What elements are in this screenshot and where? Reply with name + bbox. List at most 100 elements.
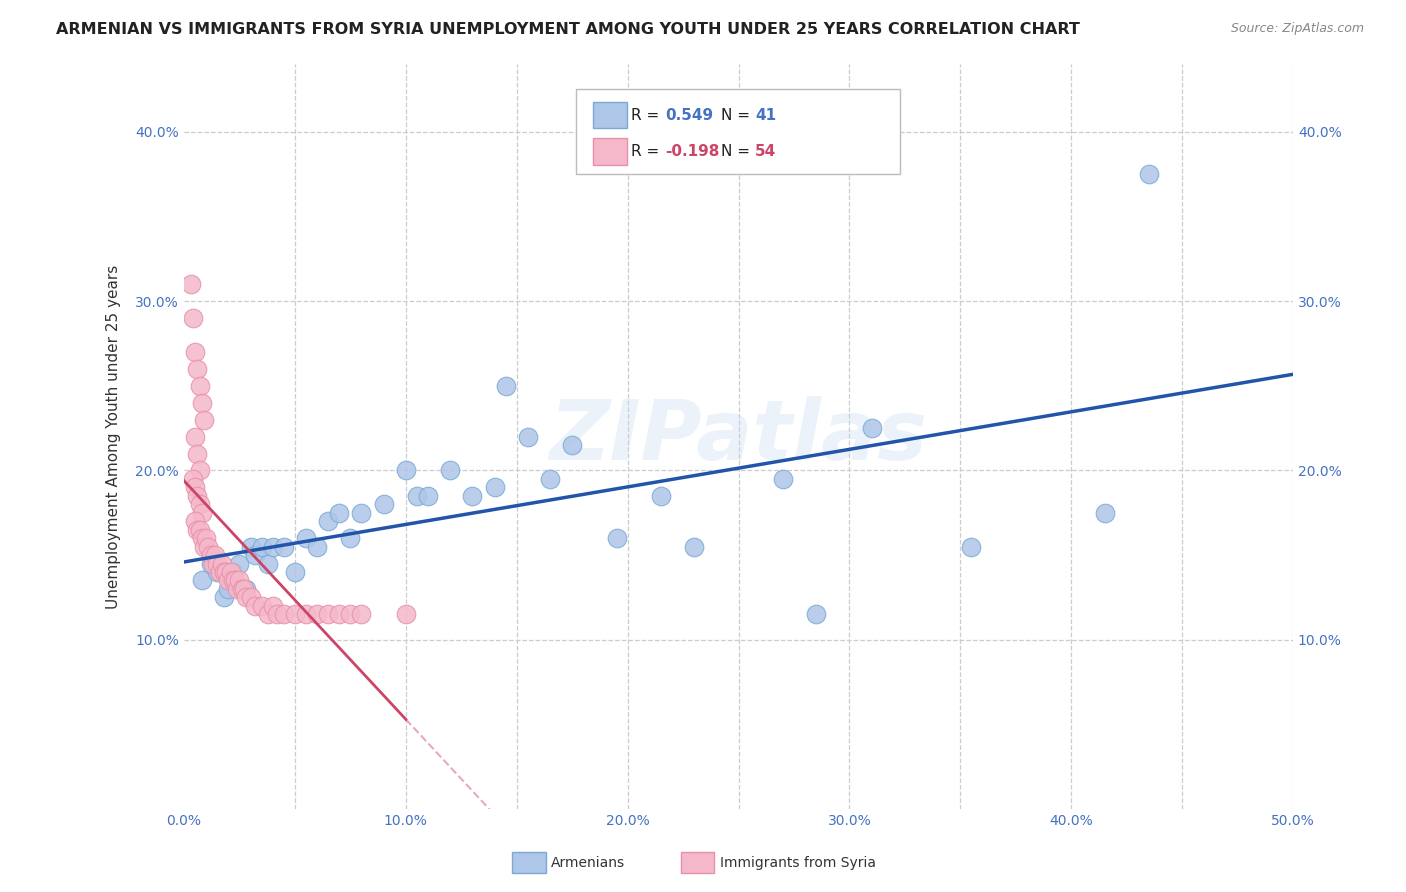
Point bbox=[350, 607, 373, 622]
Point bbox=[222, 565, 245, 579]
Point bbox=[284, 607, 307, 622]
Point bbox=[295, 531, 318, 545]
Point bbox=[228, 557, 250, 571]
Point bbox=[188, 497, 211, 511]
Point bbox=[200, 557, 222, 571]
Point bbox=[207, 565, 229, 579]
Point bbox=[188, 463, 211, 477]
Text: ARMENIAN VS IMMIGRANTS FROM SYRIA UNEMPLOYMENT AMONG YOUTH UNDER 25 YEARS CORREL: ARMENIAN VS IMMIGRANTS FROM SYRIA UNEMPL… bbox=[56, 22, 1080, 37]
Point bbox=[186, 523, 208, 537]
Point bbox=[273, 540, 295, 554]
Point bbox=[250, 599, 273, 613]
Point bbox=[484, 480, 506, 494]
Point bbox=[316, 514, 339, 528]
Point bbox=[224, 574, 246, 588]
Text: 41: 41 bbox=[755, 108, 776, 122]
Point bbox=[181, 311, 204, 326]
Point bbox=[257, 557, 280, 571]
Text: 0.549: 0.549 bbox=[665, 108, 713, 122]
Point bbox=[184, 345, 207, 359]
Point bbox=[406, 489, 429, 503]
Point bbox=[538, 472, 561, 486]
Point bbox=[188, 523, 211, 537]
Point bbox=[307, 607, 329, 622]
Point bbox=[243, 599, 266, 613]
Point bbox=[190, 531, 212, 545]
Point bbox=[804, 607, 827, 622]
Point bbox=[960, 540, 983, 554]
Text: Source: ZipAtlas.com: Source: ZipAtlas.com bbox=[1230, 22, 1364, 36]
Point bbox=[184, 514, 207, 528]
Point bbox=[307, 540, 329, 554]
Point bbox=[190, 395, 212, 409]
Point bbox=[186, 361, 208, 376]
Point bbox=[211, 557, 233, 571]
Point bbox=[188, 378, 211, 392]
Text: R =: R = bbox=[631, 145, 665, 159]
Point bbox=[239, 540, 262, 554]
Point bbox=[1137, 167, 1160, 181]
Point bbox=[350, 506, 373, 520]
Point bbox=[772, 472, 794, 486]
Point bbox=[650, 489, 672, 503]
Point bbox=[180, 277, 202, 292]
Point bbox=[516, 429, 538, 443]
Point bbox=[395, 607, 418, 622]
Text: Immigrants from Syria: Immigrants from Syria bbox=[720, 855, 876, 870]
Point bbox=[228, 574, 250, 588]
Point bbox=[207, 557, 229, 571]
Point bbox=[495, 378, 517, 392]
Point bbox=[606, 531, 628, 545]
Point bbox=[193, 540, 215, 554]
Point bbox=[232, 582, 254, 596]
Point bbox=[231, 582, 253, 596]
Point bbox=[328, 607, 350, 622]
Point bbox=[461, 489, 484, 503]
Point bbox=[373, 497, 395, 511]
Point bbox=[561, 438, 583, 452]
Point bbox=[339, 607, 361, 622]
Point bbox=[266, 607, 288, 622]
Point bbox=[295, 607, 318, 622]
Point bbox=[328, 506, 350, 520]
Point bbox=[239, 591, 262, 605]
Point bbox=[235, 591, 257, 605]
Point bbox=[208, 565, 231, 579]
Text: -0.198: -0.198 bbox=[665, 145, 720, 159]
Point bbox=[250, 540, 273, 554]
Point bbox=[186, 446, 208, 460]
Point bbox=[1094, 506, 1116, 520]
Point bbox=[439, 463, 461, 477]
Point bbox=[219, 565, 242, 579]
Text: 54: 54 bbox=[755, 145, 776, 159]
Text: N =: N = bbox=[721, 145, 755, 159]
Point bbox=[193, 412, 215, 426]
Point bbox=[181, 472, 204, 486]
Point bbox=[186, 489, 208, 503]
Point bbox=[683, 540, 706, 554]
Y-axis label: Unemployment Among Youth under 25 years: Unemployment Among Youth under 25 years bbox=[107, 264, 121, 608]
Point bbox=[416, 489, 439, 503]
Point bbox=[222, 574, 245, 588]
Point bbox=[184, 480, 207, 494]
Point bbox=[217, 582, 239, 596]
Point bbox=[201, 557, 224, 571]
Point bbox=[235, 582, 257, 596]
Point bbox=[204, 548, 226, 562]
Point bbox=[190, 506, 212, 520]
Point bbox=[212, 565, 235, 579]
Text: ZIPatlas: ZIPatlas bbox=[550, 396, 928, 477]
Point bbox=[200, 548, 222, 562]
Point bbox=[212, 591, 235, 605]
Point bbox=[395, 463, 418, 477]
Point bbox=[197, 540, 219, 554]
Text: Armenians: Armenians bbox=[551, 855, 626, 870]
Point bbox=[217, 574, 239, 588]
Point bbox=[860, 421, 883, 435]
Point bbox=[190, 574, 212, 588]
Point bbox=[262, 599, 284, 613]
Point bbox=[273, 607, 295, 622]
Point bbox=[243, 548, 266, 562]
Point bbox=[316, 607, 339, 622]
Point bbox=[257, 607, 280, 622]
